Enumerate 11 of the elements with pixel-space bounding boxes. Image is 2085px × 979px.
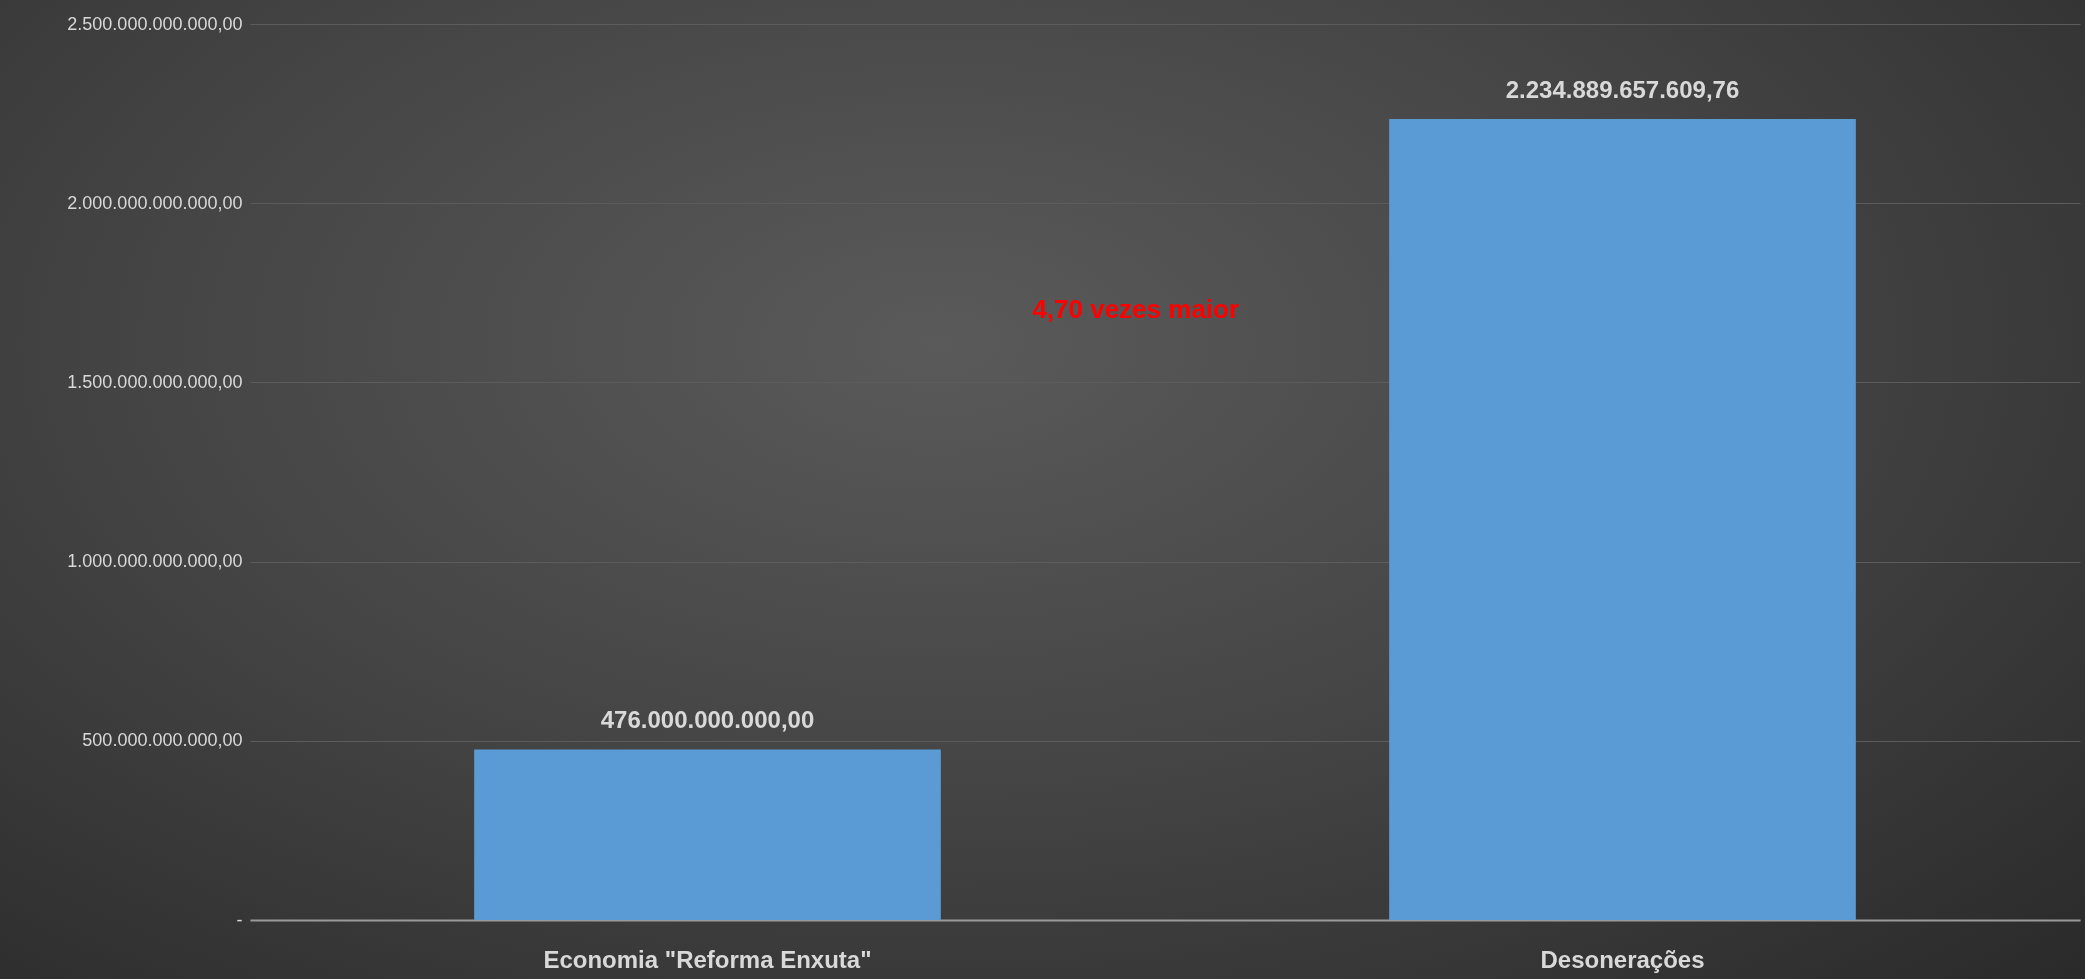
y-tick-label: 2.500.000.000.000,00 — [67, 13, 243, 34]
data-label: 2.234.889.657.609,76 — [1505, 76, 1740, 104]
y-tick-label: 500.000.000.000,00 — [82, 730, 243, 751]
data-label: 476.000.000.000,00 — [600, 706, 815, 734]
y-tick-label: 1.000.000.000.000,00 — [67, 551, 243, 572]
annotation: 4,70 vezes maior — [1032, 294, 1240, 324]
x-tick-label: Desonerações — [1540, 945, 1705, 973]
y-tick-label: - — [236, 909, 243, 930]
x-tick-label: Economia "Reforma Enxuta" — [543, 945, 872, 973]
y-tick-label: 1.500.000.000.000,00 — [67, 371, 243, 392]
y-tick-label: 2.000.000.000.000,00 — [67, 192, 243, 213]
